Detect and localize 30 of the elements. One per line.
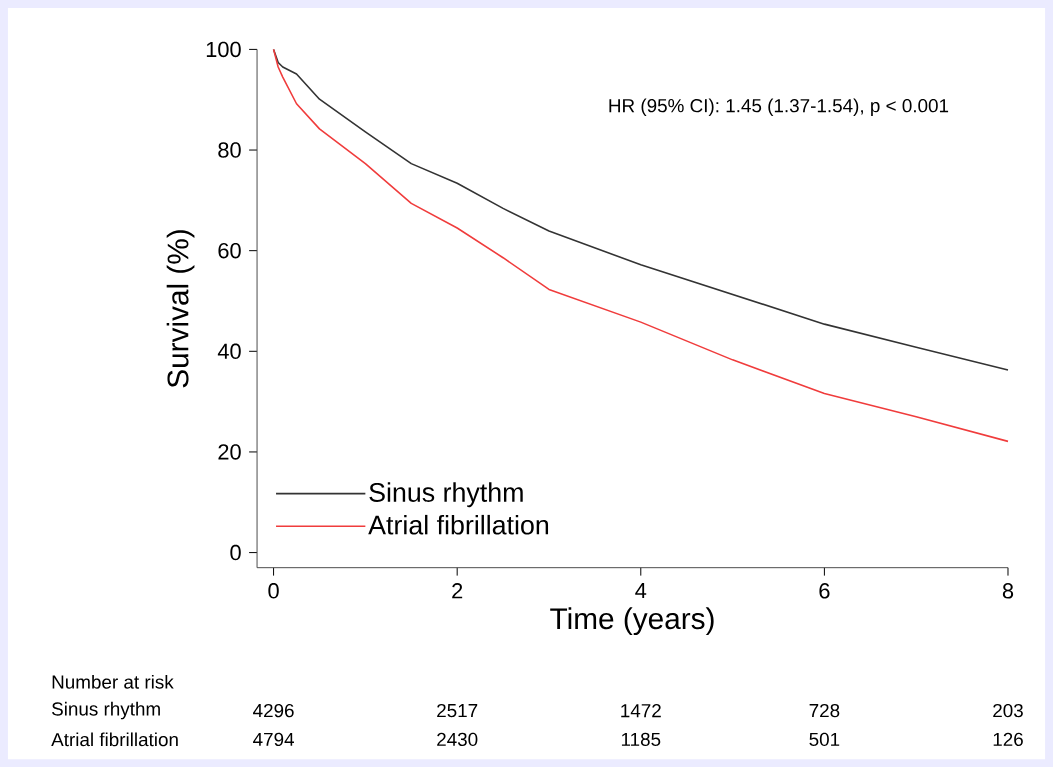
text: Atrial fibrillation	[51, 732, 178, 747]
text: 2430	[437, 732, 478, 746]
text: 1185	[621, 732, 661, 746]
x-tick-label: 6	[819, 583, 830, 599]
x-tick-label: 8	[1002, 583, 1014, 599]
annotation: HR (95% CI): 1.45 (1.37-1.54), p < 0.001	[609, 98, 949, 116]
x-tick-label: 4	[635, 583, 647, 599]
line-series	[272, 48, 1009, 443]
text: Sinus rhythm	[52, 701, 160, 720]
y-tick-label: 0	[230, 544, 241, 561]
y-tick-label: 60	[218, 242, 241, 259]
y-tick-label: 80	[218, 142, 241, 158]
text: 2517	[437, 703, 478, 718]
text: 1472	[621, 703, 661, 718]
text: Number at risk	[52, 674, 174, 689]
x-tick-label: 0	[268, 583, 279, 599]
text: 4296	[253, 703, 294, 718]
y-tick-label: 20	[218, 444, 241, 460]
text: 728	[809, 703, 840, 718]
y-tick-label: 100	[206, 41, 241, 58]
text: 4794	[253, 732, 294, 746]
x-tick-label: 2	[452, 583, 463, 599]
text: 126	[993, 732, 1023, 746]
y-tick-label: 40	[217, 343, 241, 359]
x-axis-title: Time (years)	[550, 607, 714, 636]
legend-label: Sinus rhythm	[369, 482, 523, 508]
y-axis-title: Survival (%)	[166, 230, 195, 388]
text: 501	[809, 732, 840, 746]
legend-label: Atrial fibrillation	[368, 514, 549, 535]
text: 203	[993, 703, 1023, 718]
